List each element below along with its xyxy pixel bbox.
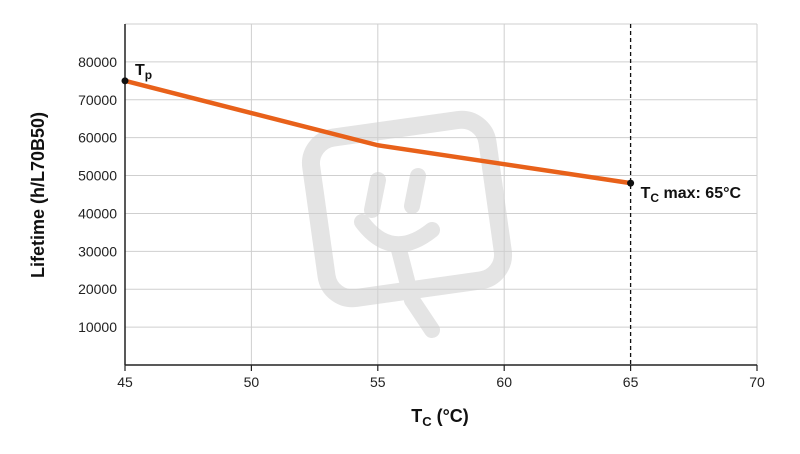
x-axis-title-rest: (°C): [432, 406, 469, 426]
x-axis-title-sub: C: [422, 414, 432, 429]
x-tick-label: 55: [370, 374, 386, 390]
tp-annotation-main: T: [135, 62, 145, 79]
tp-annotation-sub: p: [145, 68, 152, 82]
tp-annotation: Tp: [135, 62, 152, 82]
x-tick-label: 50: [244, 374, 260, 390]
y-tick-label: 10000: [78, 319, 117, 335]
x-tick-label: 70: [749, 374, 765, 390]
y-tick-label: 80000: [78, 54, 117, 70]
lifetime-line: [122, 78, 633, 186]
x-tick-label: 45: [117, 374, 133, 390]
x-tick-label: 60: [496, 374, 512, 390]
y-tick-label: 60000: [78, 130, 117, 146]
y-tick-label: 40000: [78, 205, 117, 221]
series: [121, 77, 635, 187]
tick-labels: 10000 20000 30000 40000 50000 60000 70000 80000…: [78, 54, 765, 390]
y-tick-label: 30000: [78, 243, 117, 259]
tc-max-annotation-main: T: [641, 185, 651, 202]
y-tick-label: 20000: [78, 281, 117, 297]
tc-max-annotation: TC max: 65°C: [641, 185, 742, 205]
tc-max-annotation-rest: max: 65°C: [659, 185, 741, 202]
y-tick-label: 50000: [78, 168, 117, 184]
x-axis-title-main: T: [411, 406, 422, 426]
grid: [125, 23, 758, 365]
x-tick-label: 65: [623, 374, 639, 390]
x-axis-title: TC (°C): [411, 406, 469, 429]
tc-max-annotation-sub: C: [650, 191, 659, 205]
y-tick-label: 70000: [78, 92, 117, 108]
tc-max-marker: [627, 179, 635, 187]
y-axis-title: Lifetime (h/L70B50): [28, 112, 48, 278]
tp-marker: [121, 77, 129, 85]
